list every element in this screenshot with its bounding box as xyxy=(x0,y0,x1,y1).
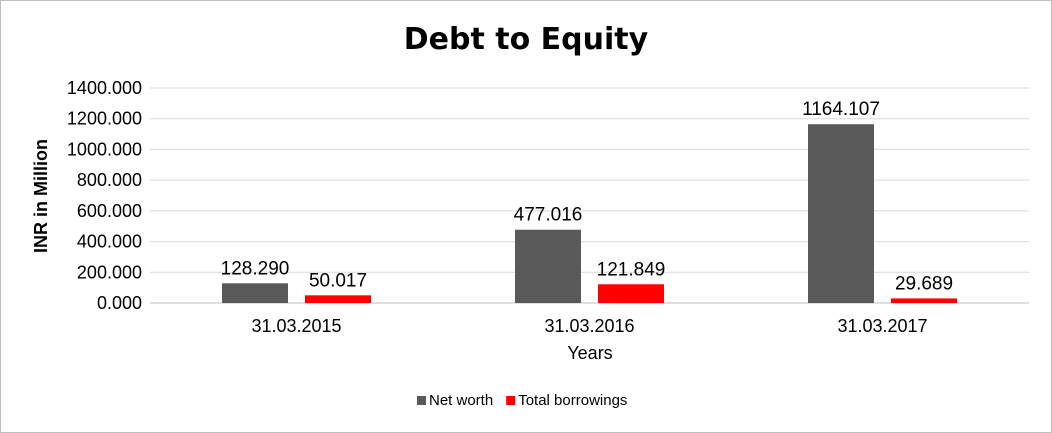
legend-label: Total borrowings xyxy=(518,392,627,409)
data-label: 29.689 xyxy=(895,273,953,294)
legend-swatch xyxy=(506,396,516,405)
data-labels: 128.290 50.017 477.016 121.849 1164.107 29.68… xyxy=(221,99,953,294)
data-label: 50.017 xyxy=(309,270,367,291)
y-tick-labels: 0.000 200.000 400.000 600.000 800.000 1000.00… xyxy=(67,78,142,313)
legend: Net worth Total borrowings xyxy=(417,392,627,409)
data-label: 128.290 xyxy=(221,258,290,279)
x-axis-title: Years xyxy=(567,343,612,363)
y-tick-label: 600.000 xyxy=(77,201,142,221)
x-tick-labels: 31.03.2015 31.03.2016 31.03.2017 xyxy=(251,316,927,336)
bar-total-borrowings xyxy=(598,284,664,303)
y-tick-label: 1200.000 xyxy=(67,109,142,129)
data-label: 1164.107 xyxy=(802,99,880,120)
data-label: 477.016 xyxy=(514,205,583,226)
data-label: 121.849 xyxy=(597,259,666,280)
legend-label: Net worth xyxy=(429,392,493,409)
bar-net-worth xyxy=(515,229,581,303)
bar-total-borrowings xyxy=(305,295,371,303)
bar-net-worth xyxy=(222,283,288,303)
y-tick-label: 400.000 xyxy=(77,232,142,252)
bar-net-worth xyxy=(808,124,874,303)
legend-swatch xyxy=(417,396,426,405)
x-tick-label: 31.03.2016 xyxy=(544,316,634,336)
bar-total-borrowings xyxy=(891,298,957,303)
y-tick-label: 0.000 xyxy=(97,293,142,313)
y-tick-label: 800.000 xyxy=(77,170,142,190)
y-tick-label: 200.000 xyxy=(77,262,142,282)
bars xyxy=(222,124,957,303)
y-axis-title: INR in Million xyxy=(31,139,51,253)
gridlines xyxy=(150,87,1029,304)
y-tick-label: 1400.000 xyxy=(67,78,142,98)
chart-title: Debt to Equity xyxy=(403,22,649,57)
x-tick-label: 31.03.2015 xyxy=(251,316,341,336)
y-tick-label: 1000.000 xyxy=(67,139,142,159)
x-tick-label: 31.03.2017 xyxy=(837,316,927,336)
